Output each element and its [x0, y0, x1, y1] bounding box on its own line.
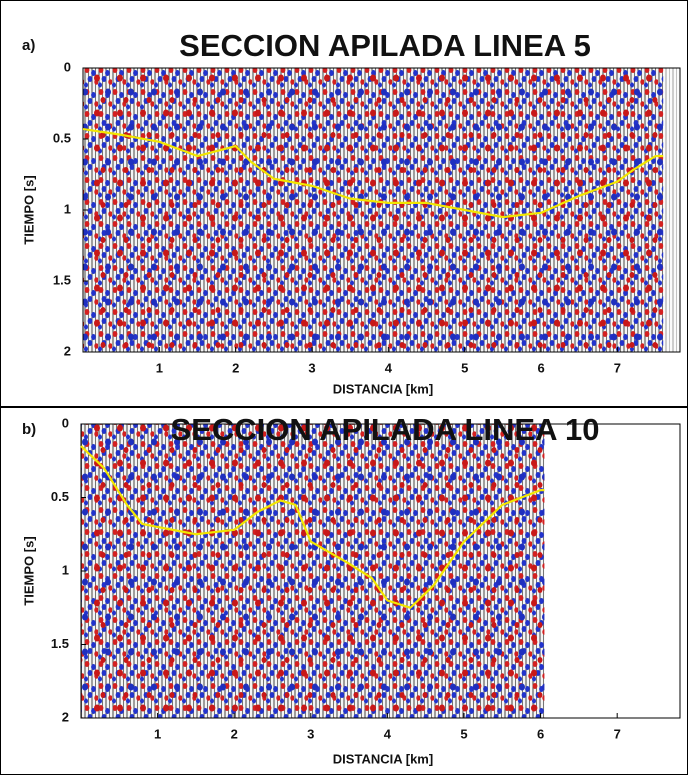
seismic-events: [83, 68, 663, 352]
x-tick-label: 1: [154, 726, 161, 741]
seismic-events: [81, 424, 544, 718]
figure: a) SECCION APILADA LINEA 5 DISTANCIA [km] T…: [0, 0, 688, 775]
x-tick-label: 7: [614, 360, 621, 375]
chart-title: SECCION APILADA LINEA 10: [171, 412, 600, 447]
panel-label: b): [22, 421, 36, 438]
y-tick-label: 0.5: [51, 489, 69, 504]
x-tick-label: 2: [231, 726, 238, 741]
y-tick-label: 0.5: [53, 130, 71, 145]
chart-title: SECCION APILADA LINEA 5: [179, 28, 591, 63]
y-axis-label: TIEMPO [s]: [21, 175, 36, 244]
x-axis-label: DISTANCIA [km]: [333, 381, 433, 396]
panel-label: a): [22, 37, 35, 54]
x-tick-label: 1: [156, 360, 163, 375]
y-axis-label: TIEMPO [s]: [21, 536, 36, 605]
y-tick-label: 1: [62, 562, 69, 577]
x-tick-label: 3: [307, 726, 314, 741]
x-axis-label: DISTANCIA [km]: [333, 751, 433, 766]
x-tick-label: 4: [384, 726, 392, 741]
y-tick-label: 0: [62, 415, 69, 430]
bare-traces: [663, 68, 680, 352]
x-tick-label: 4: [385, 360, 393, 375]
x-tick-label: 2: [232, 360, 239, 375]
x-tick-label: 6: [537, 726, 544, 741]
x-tick-label: 5: [460, 726, 467, 741]
y-tick-label: 1: [64, 201, 71, 216]
y-tick-label: 1.5: [53, 272, 71, 287]
y-tick-label: 0: [64, 59, 71, 74]
y-tick-label: 1.5: [51, 636, 69, 651]
x-tick-label: 5: [461, 360, 468, 375]
x-tick-label: 7: [614, 726, 621, 741]
x-tick-label: 6: [537, 360, 544, 375]
y-tick-label: 2: [64, 343, 71, 358]
x-tick-label: 3: [308, 360, 315, 375]
y-tick-label: 2: [62, 709, 69, 724]
